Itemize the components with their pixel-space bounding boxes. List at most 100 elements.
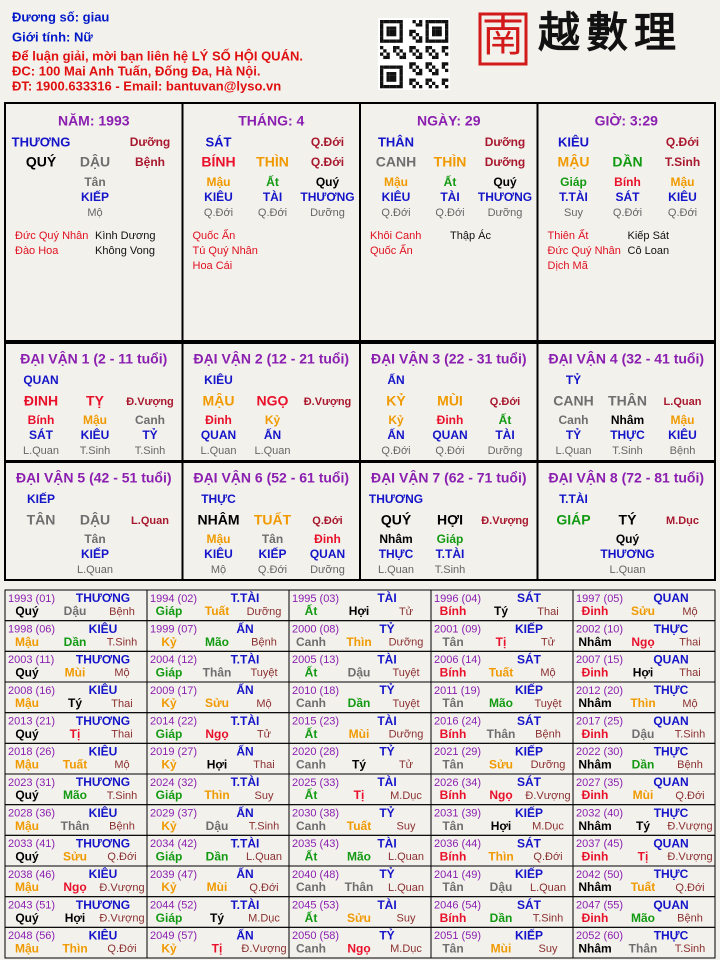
qr-module (386, 72, 390, 76)
pillar-stem: CANH (376, 154, 416, 170)
luck-title: ĐẠI VẬN 7 (62 - 71 tuổi) (371, 469, 527, 486)
year-god: QUAN (653, 653, 688, 667)
hidden-god: KIẾP (81, 546, 109, 561)
year-branch: Thìn (630, 696, 655, 710)
year-label: 2040 (48) (292, 869, 339, 881)
qr-module (415, 72, 420, 76)
pillar-phase: Q.Đới (311, 155, 344, 169)
qr-module (441, 46, 446, 50)
year-label: 2037 (45) (576, 838, 623, 850)
year-label: 2022 (30) (576, 746, 623, 758)
year-branch: Mùi (65, 666, 86, 680)
hidden-stem: Tân (84, 175, 105, 189)
year-branch: Tuất (63, 758, 87, 772)
year-phase: Mộ (540, 667, 555, 679)
pillar-stem: QUÝ (26, 153, 57, 170)
qr-module (389, 33, 394, 37)
year-stem: Canh (296, 635, 326, 649)
qr-module (435, 52, 439, 56)
hidden-phase: T.Sinh (612, 445, 643, 457)
hidden-phase: Q.Đới (435, 207, 464, 219)
year-label: 2050 (58) (292, 930, 339, 942)
year-god: ẤN (236, 744, 253, 759)
year-label: 2021 (29) (434, 746, 481, 758)
contact-line: ĐC: 100 Mai Anh Tuấn, Đống Đa, Hà Nội. (12, 63, 260, 78)
year-branch: Ngọ (205, 727, 228, 741)
luck-box (536, 461, 716, 581)
year-stem: Ất (305, 726, 318, 741)
qr-module (445, 68, 449, 73)
year-stem: Mậu (15, 758, 39, 772)
year-branch: Hợi (491, 819, 512, 833)
year-label: 2042 (50) (576, 869, 623, 881)
star: Kiếp Sát (628, 230, 670, 242)
year-god: T.TÀI (231, 590, 260, 605)
qr-module (399, 68, 403, 73)
year-stem: Nhâm (578, 758, 611, 772)
qr-module (445, 85, 449, 89)
year-god: THỰC (654, 806, 689, 820)
luck-god: THƯƠNG (369, 492, 423, 506)
qr-module (393, 75, 397, 79)
qr-module (425, 81, 429, 86)
year-branch: Sửu (205, 696, 229, 710)
hidden-god: THƯƠNG (300, 190, 354, 204)
qr-module (425, 62, 429, 66)
year-label: 2002 (10) (576, 624, 623, 636)
year-god: THƯƠNG (76, 775, 130, 789)
hidden-god: ẤN (387, 427, 404, 442)
qr-module (425, 36, 429, 40)
qr-module (383, 49, 387, 53)
year-phase: Tuyệt (392, 698, 419, 710)
year-stem: Đinh (582, 666, 609, 680)
qr-module (435, 39, 439, 43)
year-god: TÀI (377, 774, 396, 789)
qr-module (383, 55, 387, 60)
year-stem: Bính (440, 727, 467, 741)
year-stem: Mậu (15, 635, 39, 649)
year-phase: Bệnh (677, 913, 703, 925)
luck-branch: THÂN (608, 392, 647, 409)
luck-stem: GIÁP (556, 512, 590, 528)
hidden-god: SÁT (29, 427, 54, 442)
hidden-stem: Tân (262, 532, 283, 546)
qr-module (415, 55, 420, 60)
year-stem: Bính (440, 604, 467, 618)
year-stem: Đinh (582, 604, 609, 618)
contact-line: Để luận giải, mời bạn liên hệ LÝ SỐ HỘI … (12, 48, 303, 63)
luck-god: THỰC (201, 492, 236, 506)
qr-module (389, 26, 394, 30)
qr-module (441, 78, 446, 82)
year-branch: Dần (206, 850, 229, 864)
luck-phase: Đ.Vượng (304, 396, 352, 408)
year-branch: Tị (70, 727, 81, 741)
qr-module (412, 20, 416, 24)
qr-module (380, 78, 384, 82)
hidden-stem: Đinh (314, 532, 341, 546)
year-god: QUAN (653, 837, 688, 851)
qr-code (378, 18, 450, 90)
pillar-god: KIÊU (558, 134, 589, 149)
year-phase: Tử (541, 637, 556, 649)
year-phase: M.Dục (248, 913, 280, 925)
qr-module (419, 39, 423, 43)
qr-module (445, 20, 449, 24)
luck-phase: Q.Đới (490, 396, 520, 408)
hidden-phase: Q.Đới (204, 207, 233, 219)
qr-module (435, 68, 439, 73)
year-label: 2004 (12) (150, 654, 197, 666)
year-phase: Tuyệt (250, 667, 277, 679)
luck-title: ĐẠI VẬN 2 (12 - 21 tuổi) (193, 350, 349, 367)
qr-module (386, 26, 390, 30)
hidden-god: KIẾP (258, 546, 286, 561)
year-label: 2035 (43) (292, 838, 339, 850)
year-label: 2024 (32) (150, 777, 197, 789)
qr-module (380, 81, 384, 86)
year-stem: Nhâm (578, 880, 611, 894)
year-phase: Suy (397, 821, 416, 833)
qr-module (383, 39, 387, 43)
year-branch: Sửu (63, 850, 87, 864)
year-label: 2039 (47) (150, 869, 197, 881)
year-branch: Mão (63, 788, 87, 802)
hidden-god: KIÊU (382, 189, 411, 204)
